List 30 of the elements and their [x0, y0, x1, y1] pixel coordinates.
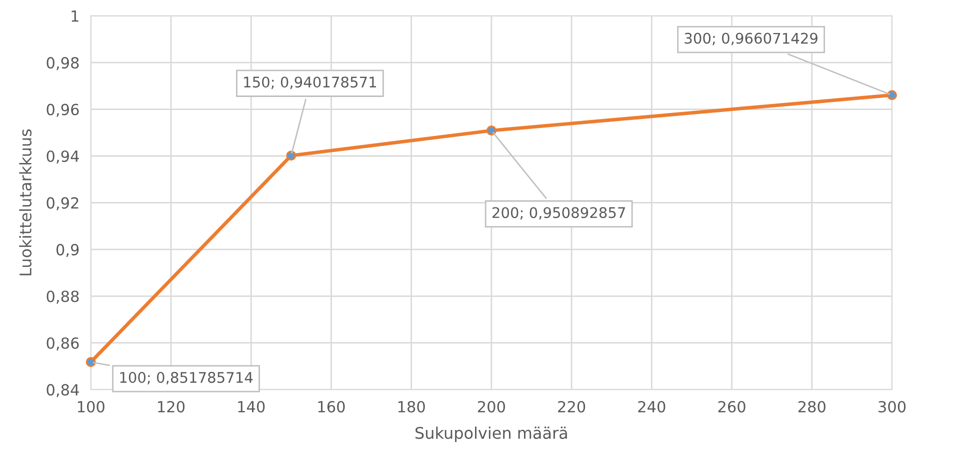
x-tick-label: 260: [718, 400, 746, 413]
y-tick-label: 0,96: [46, 104, 79, 117]
data-label: 200; 0,950892857: [492, 207, 625, 220]
x-tick-label: 220: [558, 400, 586, 413]
data-label: 150; 0,940178571: [244, 76, 376, 90]
point: [286, 150, 296, 161]
x-tick-label: 200: [478, 400, 505, 413]
x-tick-label: 140: [238, 400, 265, 413]
y-tick-label: 0,92: [46, 197, 78, 210]
y-tick-label: 0,88: [46, 290, 79, 304]
y-axis-title: Luokittelutarkkuus: [19, 129, 32, 276]
x-tick-label: 100: [78, 400, 104, 413]
x-tick-label: 300: [878, 400, 906, 413]
y-tick-label: 0,9: [56, 244, 79, 258]
point: [86, 357, 96, 368]
data-label: 100; 0,851785714: [120, 372, 253, 384]
x-tick-label: 180: [398, 400, 425, 413]
y-tick-label: 0,84: [46, 384, 79, 398]
data-label: 300; 0,966071429: [684, 32, 818, 46]
x-tick-label: 280: [798, 400, 826, 413]
x-tick-label: 120: [158, 400, 185, 413]
y-tick-label: 1: [72, 10, 78, 22]
y-tick-label: 0,98: [46, 57, 79, 70]
y-tick-label: 0,94: [46, 150, 79, 164]
point: [486, 126, 496, 136]
x-tick-label: 160: [318, 400, 345, 413]
point: [887, 90, 898, 100]
x-tick-label: 240: [638, 400, 666, 413]
y-tick-label: 0,86: [46, 337, 79, 350]
x-axis-title: Sukupolvien määrä: [416, 426, 567, 442]
